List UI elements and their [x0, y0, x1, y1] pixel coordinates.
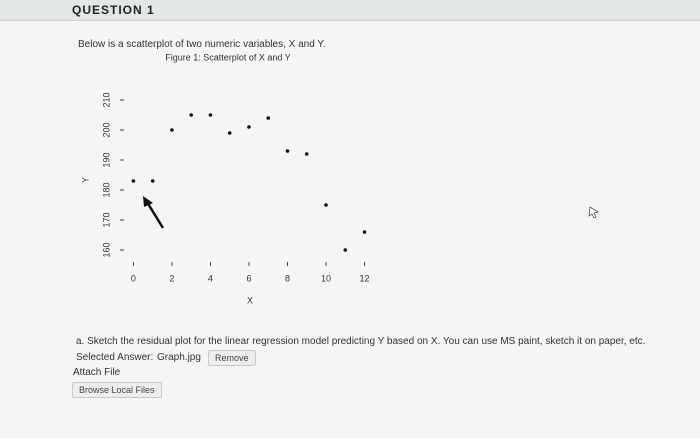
- x-tick-label: 6: [246, 273, 251, 283]
- y-tick-label: 160: [101, 242, 111, 257]
- point: [150, 179, 155, 183]
- arrow-head: [143, 196, 153, 207]
- y-tick-label: 210: [101, 92, 111, 107]
- x-tick-label: 10: [321, 273, 331, 283]
- attach-label: Attach File: [73, 367, 121, 378]
- point: [285, 149, 290, 153]
- x-tick-label: 0: [131, 273, 136, 283]
- cursor: [588, 206, 600, 219]
- point: [227, 131, 232, 135]
- y-tick-label: 200: [101, 122, 111, 137]
- selected-answer-label: Selected Answer:: [76, 352, 154, 363]
- question-title: QUESTION 1: [72, 3, 155, 17]
- x-axis-label: X: [247, 295, 253, 305]
- x-tick-label: 8: [285, 273, 290, 283]
- browse-button[interactable]: Browse Local Files: [72, 382, 162, 398]
- point: [189, 113, 193, 117]
- point: [324, 203, 328, 207]
- y-tick-label: 190: [101, 152, 111, 167]
- selected-answer-file[interactable]: Graph.jpg: [157, 352, 201, 363]
- x-tick-label: 2: [169, 273, 174, 283]
- header-bar: QUESTION 1: [0, 0, 700, 21]
- point: [362, 230, 367, 234]
- point: [131, 179, 136, 183]
- point: [304, 152, 309, 156]
- prompt-text: a. Sketch the residual plot for the line…: [76, 336, 646, 347]
- intro-text: Below is a scatterplot of two numeric va…: [78, 39, 326, 50]
- y-tick-label: 180: [101, 182, 111, 197]
- y-tick-label: 170: [101, 212, 111, 227]
- x-tick-label: 12: [360, 273, 370, 283]
- point: [343, 248, 348, 252]
- remove-button[interactable]: Remove: [208, 350, 256, 366]
- arrow-annotation: [145, 201, 165, 229]
- point: [266, 116, 271, 120]
- point: [170, 128, 174, 132]
- point: [247, 125, 251, 129]
- y-axis-label: Y: [80, 177, 90, 183]
- x-tick-label: 4: [208, 273, 213, 283]
- point: [208, 113, 213, 117]
- chart-title: Figure 1: Scatterplot of X and Y: [165, 52, 290, 62]
